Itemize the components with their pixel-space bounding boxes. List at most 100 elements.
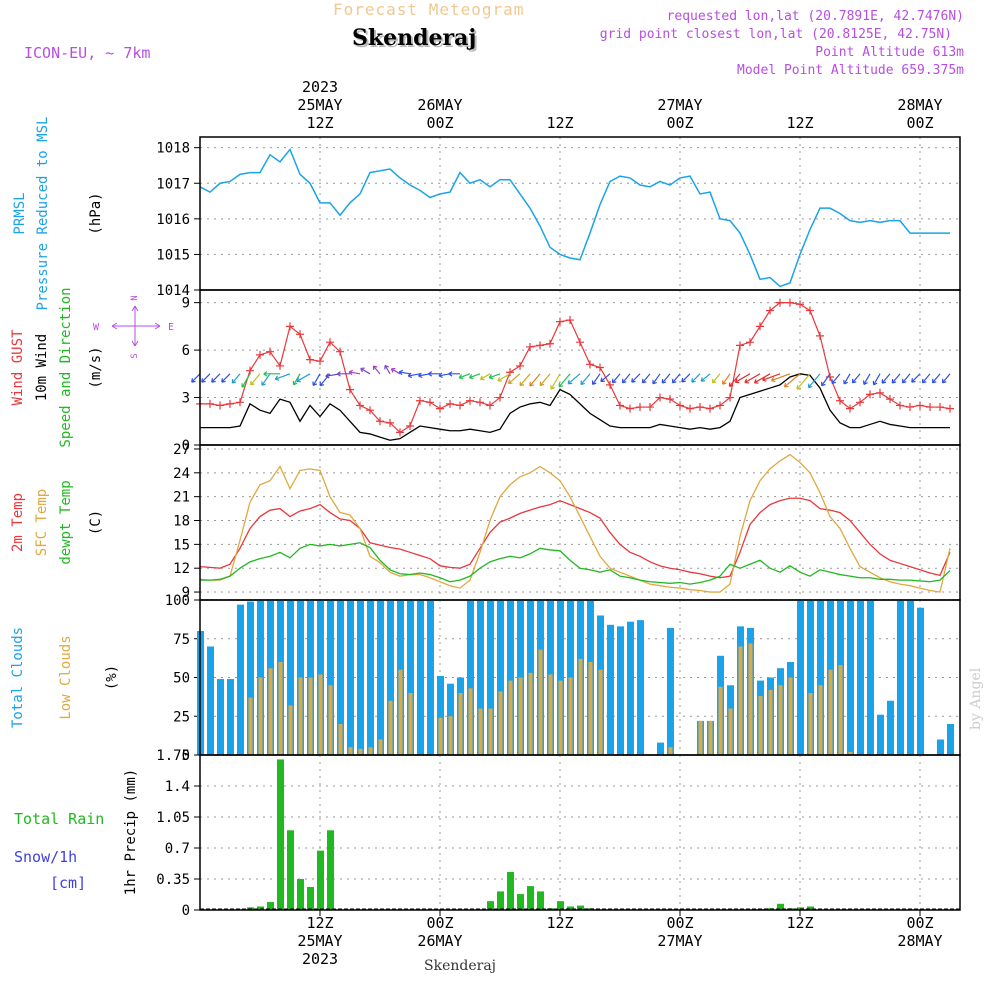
top-time-label: 12Z bbox=[786, 114, 813, 132]
wind-direction-arrow bbox=[753, 373, 771, 384]
wind-direction-arrow bbox=[550, 373, 561, 390]
wind-gust-point bbox=[696, 403, 704, 412]
wind-gust-point bbox=[306, 355, 314, 364]
temp-panel: 9 12 15 18 21 24 27 2m Temp SFC Temp dewpt Temp (C… bbox=[10, 442, 961, 601]
low-cloud-bar bbox=[268, 668, 273, 755]
top-time-label: 26MAY bbox=[417, 96, 462, 114]
top-time-label: 27MAY bbox=[657, 96, 702, 114]
wind-gust-point bbox=[636, 403, 644, 412]
wind-gust-point bbox=[266, 347, 274, 356]
wind-gust-point bbox=[846, 404, 854, 413]
wind-gust-point bbox=[606, 380, 614, 389]
low-cloud-bar bbox=[488, 708, 493, 755]
temp-frame bbox=[199, 444, 961, 601]
wind-gust-point bbox=[576, 338, 584, 347]
wind-gust-point bbox=[946, 404, 954, 413]
y-tick-label: 27 bbox=[173, 442, 190, 458]
requested-coords: requested lon,lat (20.7891E, 42.7476N) bbox=[666, 9, 964, 24]
wind-gust-point bbox=[426, 398, 434, 407]
total-cloud-bar bbox=[857, 600, 864, 755]
wind-gust-point bbox=[926, 403, 934, 412]
wind-direction-arrow bbox=[851, 373, 861, 384]
wind-gust-point bbox=[466, 396, 474, 405]
total-cloud-bar bbox=[407, 600, 414, 755]
wind-direction-arrow bbox=[700, 373, 711, 382]
wind-gust-point bbox=[596, 363, 604, 372]
rain-bar bbox=[307, 886, 314, 910]
total-cloud-bar bbox=[667, 627, 674, 755]
wind-gust-point bbox=[366, 406, 374, 415]
wind-direction-arrow bbox=[292, 373, 301, 386]
top-time-label: 12Z bbox=[546, 114, 573, 132]
wind-gust-point bbox=[816, 331, 824, 340]
total-cloud-bar bbox=[217, 679, 224, 755]
bottom-time-label: 12Z bbox=[786, 914, 813, 932]
rain-bar bbox=[277, 759, 284, 910]
wind-gust-point bbox=[556, 317, 564, 326]
wind-gust-point bbox=[856, 398, 864, 407]
wind-gust-point bbox=[416, 396, 424, 405]
rain-bar bbox=[777, 903, 784, 910]
wind-gust-point bbox=[936, 403, 944, 412]
low-cloud-bar bbox=[758, 696, 763, 755]
rain-label: Total Rain bbox=[14, 810, 104, 828]
wind-direction-arrow bbox=[911, 373, 921, 383]
wind-direction-arrow bbox=[722, 373, 731, 385]
wind-gust-point bbox=[216, 401, 224, 410]
low-cloud-bar bbox=[438, 717, 443, 755]
wind-gust-point bbox=[516, 361, 524, 370]
low-cloud-bar bbox=[698, 720, 703, 755]
total-cloud-bar bbox=[607, 624, 614, 755]
total-cloud-bar bbox=[637, 620, 644, 755]
total-cloud-bar bbox=[887, 700, 894, 755]
wind-gust-point bbox=[396, 428, 404, 437]
low-cloud-bar bbox=[848, 751, 853, 755]
wind-direction-arrow bbox=[336, 371, 350, 377]
total-cloud-bar bbox=[937, 739, 944, 755]
low-cloud-bar bbox=[808, 693, 813, 755]
wind-gust-point bbox=[786, 298, 794, 307]
wind-gust-point bbox=[916, 401, 924, 410]
wind-gust-point bbox=[546, 339, 554, 348]
wind-direction-arrow bbox=[250, 373, 261, 386]
total-cloud-bar bbox=[617, 626, 624, 755]
total-cloud-bar bbox=[327, 600, 334, 755]
low-cloud-bar bbox=[518, 677, 523, 755]
rain-bar bbox=[567, 906, 574, 910]
low-cloud-bar bbox=[288, 705, 293, 755]
low-cloud-bar bbox=[598, 669, 603, 755]
wind-gust-point bbox=[706, 404, 714, 413]
model-label: ICON-EU, ~ 7km bbox=[24, 44, 151, 62]
wind-direction-arrow bbox=[671, 373, 681, 384]
low-cloud-bar bbox=[308, 677, 313, 755]
wind-speed-line bbox=[200, 373, 950, 441]
temp-2m-line bbox=[199, 497, 951, 579]
total-cloud-bar bbox=[347, 600, 354, 755]
low-cloud-bar bbox=[668, 747, 673, 755]
wind-direction-arrow bbox=[418, 372, 431, 379]
low-cloud-bar bbox=[778, 685, 783, 755]
y-tick-label: 3 bbox=[182, 391, 190, 407]
wind-gust-point bbox=[626, 404, 634, 413]
wind-gust-point bbox=[316, 357, 324, 366]
wind-direction-arrow bbox=[831, 373, 841, 384]
y-tick-label: 0 bbox=[182, 748, 190, 764]
top-time-label: 00Z bbox=[666, 114, 693, 132]
wind-direction-arrow bbox=[497, 373, 511, 382]
wind-direction-arrow bbox=[428, 371, 440, 377]
wind-gust-point bbox=[206, 399, 214, 408]
wind-direction-arrow bbox=[488, 373, 501, 380]
total-cloud-bar bbox=[237, 604, 244, 755]
wind-direction-arrow bbox=[398, 369, 411, 376]
rain-bar bbox=[317, 850, 324, 910]
low-cloud-bar bbox=[458, 693, 463, 755]
y-tick-label: 1017 bbox=[156, 176, 190, 192]
wind-gust-point bbox=[226, 399, 234, 408]
rain-bar bbox=[507, 871, 514, 910]
wind-direction-arrow bbox=[862, 373, 871, 385]
rain-bar bbox=[297, 879, 304, 910]
y-tick-label: 0 bbox=[182, 438, 190, 454]
point-altitude: Point Altitude 613m bbox=[815, 45, 964, 60]
bottom-time-label: 25MAY bbox=[297, 932, 342, 950]
